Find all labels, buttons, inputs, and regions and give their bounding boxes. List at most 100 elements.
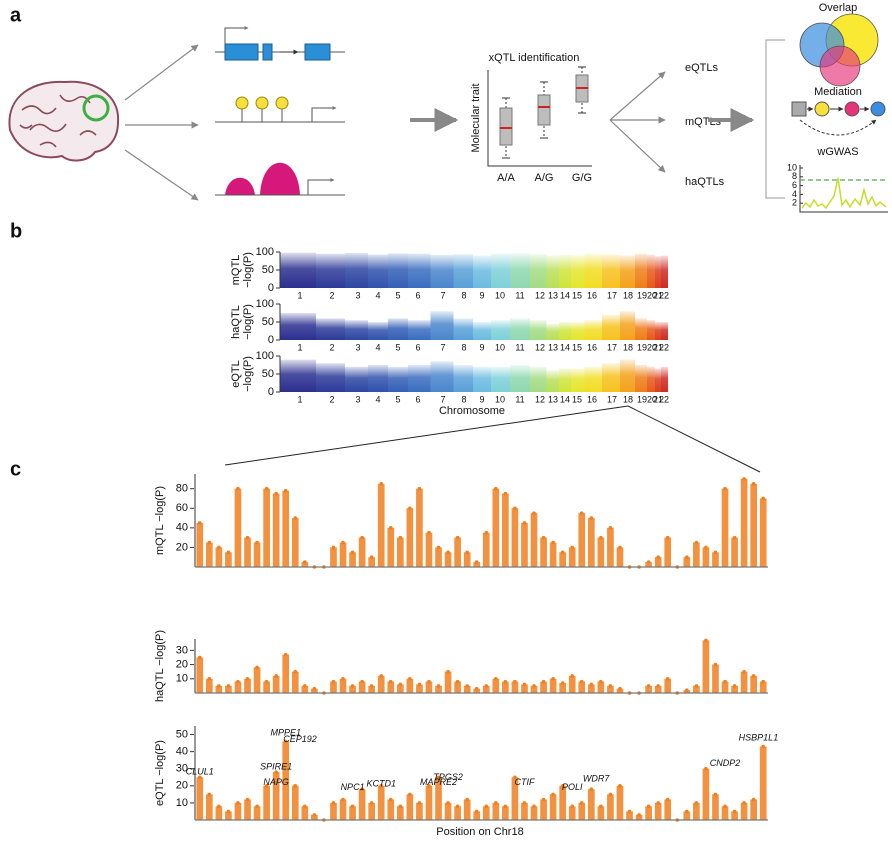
y-tick-label: 40 [176, 746, 188, 758]
signal [349, 806, 356, 820]
peak-point [465, 684, 469, 688]
signal [387, 681, 395, 693]
signal [597, 537, 605, 567]
chromosome-signal [647, 366, 655, 392]
x-tick-label: 18 [623, 394, 633, 404]
peak-point [704, 766, 708, 771]
signal [196, 777, 204, 820]
peak-point [541, 535, 546, 540]
peak-point [379, 674, 384, 678]
peak-point [637, 813, 641, 817]
signal [587, 789, 595, 820]
signal [272, 772, 280, 820]
signal [759, 746, 767, 820]
peak-point [331, 679, 336, 684]
chromosome-signal [430, 311, 454, 340]
peak-point [303, 560, 307, 564]
peak-point [245, 797, 250, 802]
signal [683, 811, 691, 820]
peak-point [589, 682, 594, 687]
signal [291, 671, 299, 693]
chromosome-signal [368, 322, 388, 340]
x-tick-label: 7 [440, 342, 445, 352]
chromosome-signal [530, 254, 547, 288]
gene-label: MPPE1 [270, 727, 301, 737]
chromosome-signal [408, 320, 431, 340]
y-tick-label: 20 [176, 658, 188, 670]
chromosome-signal [388, 253, 408, 288]
signal [425, 532, 433, 567]
x-tick-label: 6 [415, 290, 420, 300]
signal [578, 513, 586, 567]
x-tick-label: 14 [560, 342, 570, 352]
y-tick-label: 0 [268, 386, 274, 398]
x-tick-label: 18 [623, 290, 633, 300]
y-tick-label: 6 [792, 180, 797, 190]
peak-point [350, 804, 355, 809]
overlap-title: Overlap [819, 2, 858, 14]
x-tick-label: 21 [653, 290, 663, 300]
peak-point [255, 540, 259, 545]
peak-point [742, 477, 746, 481]
x-tick-label: 5 [395, 342, 400, 352]
peak-point [694, 801, 699, 805]
y-tick-label: 8 [792, 171, 797, 181]
signal [291, 785, 299, 820]
peak-point [503, 804, 508, 809]
peak-point [283, 488, 288, 493]
signal [721, 681, 729, 693]
x-tick-label: 19 [637, 290, 647, 300]
peak-point [599, 679, 603, 684]
signal [215, 547, 223, 567]
peak-point [494, 801, 498, 805]
peak-point [236, 486, 240, 491]
peak-point [360, 535, 364, 540]
signal [645, 562, 652, 567]
signal [463, 799, 471, 820]
chromosome-signal [473, 322, 491, 340]
gene-label: MAPRE2 [420, 777, 457, 787]
peak-point [665, 676, 670, 681]
signal [473, 562, 481, 567]
peak-point [732, 535, 737, 540]
chromosome-signal [647, 320, 655, 340]
x-tick-label: 10 [495, 394, 505, 404]
peak-point [513, 506, 517, 511]
signal [731, 811, 738, 820]
gene-label: WDR7 [583, 773, 610, 783]
signal [530, 513, 538, 567]
x-tick-label: 5 [395, 290, 400, 300]
x-tick-label: 9 [479, 290, 484, 300]
signal [597, 681, 605, 693]
signal [396, 806, 404, 820]
signal [244, 799, 251, 820]
y-tick-label: 60 [176, 502, 188, 514]
peak-point [751, 481, 756, 486]
peak-point [704, 638, 708, 643]
peak-point [579, 511, 584, 515]
peak-point [417, 486, 422, 491]
gene-label: CEP192 [283, 734, 317, 744]
x-tick-label: 20 [647, 394, 657, 404]
signal [205, 678, 213, 693]
x-tick-label: 21 [653, 394, 663, 404]
peak-point [551, 676, 555, 681]
signal [301, 685, 309, 693]
signal [521, 522, 528, 567]
peak-point [608, 526, 613, 530]
chromosome-signal [345, 253, 368, 288]
dnam-icon [215, 96, 345, 123]
signal [253, 667, 261, 693]
signal [435, 547, 442, 567]
peak-point [303, 684, 307, 688]
x-tick-label: 20 [647, 290, 657, 300]
signal [559, 683, 567, 693]
signal [750, 483, 758, 567]
panel-label: a [10, 4, 22, 26]
y-axis-label: eQTL −log(P) [154, 740, 166, 806]
chromosome-signal [408, 365, 431, 392]
peak-point [532, 511, 536, 515]
signal [253, 806, 261, 820]
chromosome-signal [635, 365, 647, 392]
signal [444, 671, 452, 693]
